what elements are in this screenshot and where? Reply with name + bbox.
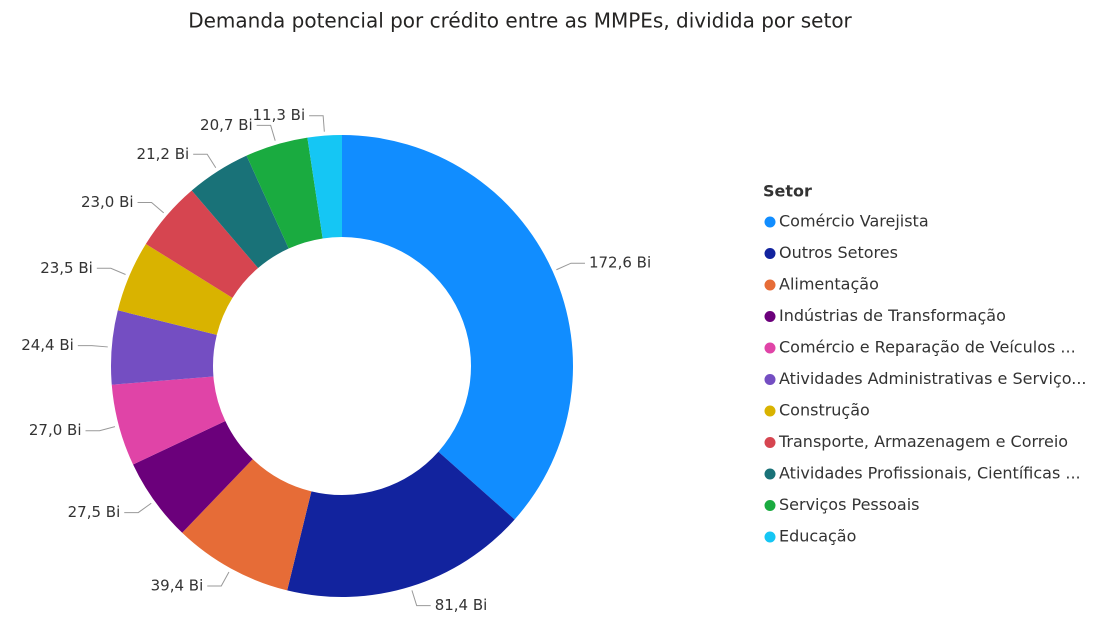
data-label: 39,4 Bi <box>151 577 204 595</box>
data-label: 20,7 Bi <box>200 116 253 134</box>
leader-line <box>411 590 431 607</box>
legend-marker <box>764 500 776 511</box>
donut-segment <box>117 243 233 335</box>
leader-line <box>77 345 108 348</box>
legend-label: Serviços Pessoais <box>779 495 919 514</box>
data-label: 23,5 Bi <box>40 259 93 277</box>
legend-marker <box>764 342 776 354</box>
donut-segment <box>191 155 289 269</box>
data-label: 27,5 Bi <box>68 503 121 521</box>
legend-marker <box>764 216 776 228</box>
legend-marker <box>764 405 776 417</box>
donut-segment <box>111 376 226 465</box>
leader-line <box>556 262 585 271</box>
data-label: 27,0 Bi <box>29 421 82 439</box>
data-label: 172,6 Bi <box>589 254 651 272</box>
leader-line <box>193 153 217 169</box>
legend-label: Atividades Administrativas e Serviço... <box>779 369 1087 388</box>
leader-line <box>96 267 126 275</box>
donut-segment <box>246 137 323 249</box>
legend-label: Educação <box>779 527 856 546</box>
data-label: 24,4 Bi <box>21 336 74 354</box>
donut-segment <box>307 135 342 239</box>
legend-label: Indústrias de Transformação <box>779 306 1006 325</box>
legend-marker <box>764 531 776 543</box>
legend-label: Alimentação <box>779 275 879 294</box>
data-label: 81,4 Bi <box>435 596 488 614</box>
legend-marker <box>764 374 776 385</box>
legend-label: Atividades Profissionais, Científicas ..… <box>779 464 1081 483</box>
donut-segment <box>145 190 259 298</box>
leader-line <box>124 502 152 514</box>
legend-marker <box>764 437 776 448</box>
data-label: 11,3 Bi <box>253 106 306 124</box>
legend-marker <box>764 279 776 291</box>
legend-label: Comércio e Reparação de Veículos ... <box>779 338 1076 357</box>
data-label: 21,2 Bi <box>137 145 190 163</box>
leader-line <box>256 124 276 141</box>
donut-segment <box>133 421 253 533</box>
legend-label: Comércio Varejista <box>779 212 929 231</box>
data-label: 23,0 Bi <box>81 193 134 211</box>
donut-segment <box>342 135 573 520</box>
legend-label: Construção <box>779 401 870 420</box>
leader-line <box>207 571 230 587</box>
legend-marker <box>764 248 776 259</box>
leader-line <box>85 426 116 432</box>
chart-title: Demanda potencial por crédito entre as M… <box>188 9 852 33</box>
legend-label: Transporte, Armazenagem e Correio <box>778 432 1068 451</box>
legend-title: Setor <box>763 182 812 201</box>
leader-line <box>309 115 325 132</box>
legend-marker <box>764 311 776 322</box>
donut-segment <box>111 310 217 385</box>
legend-label: Outros Setores <box>779 243 898 262</box>
donut-segment <box>287 451 515 597</box>
donut-segment <box>182 459 312 591</box>
legend-marker <box>764 468 776 480</box>
leader-line <box>137 201 165 214</box>
